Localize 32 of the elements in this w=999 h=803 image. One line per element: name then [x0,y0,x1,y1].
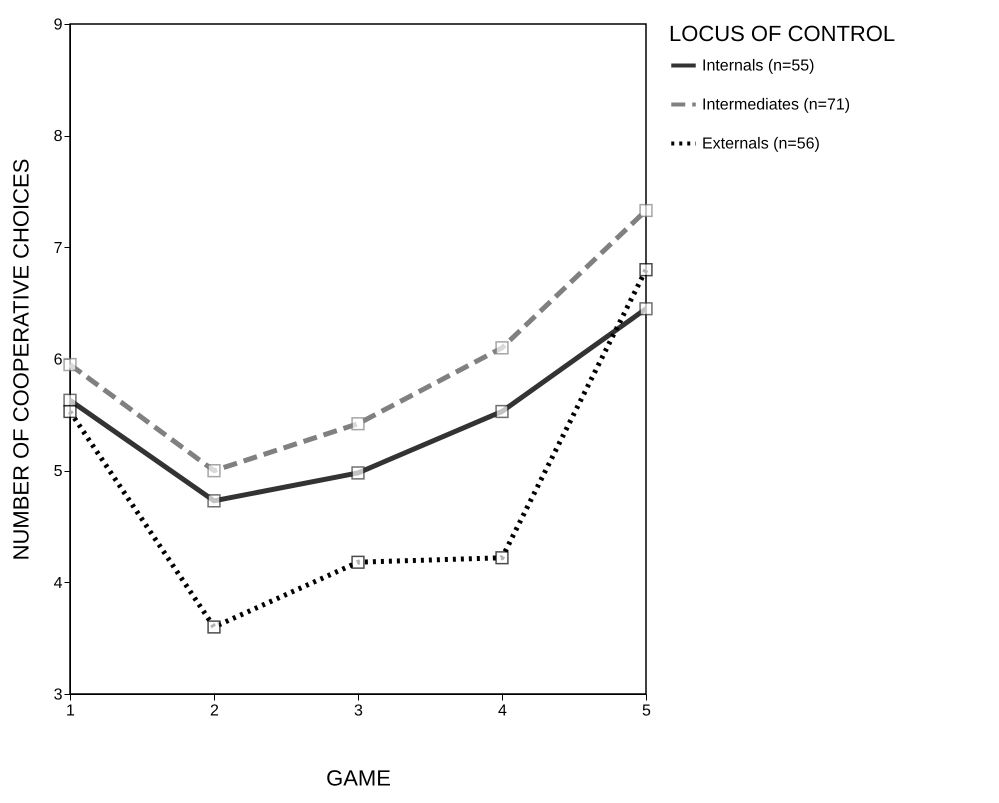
y-axis-title: NUMBER OF COOPERATIVE CHOICES [8,158,34,560]
x-tick-label: 1 [66,702,76,720]
point [207,494,221,508]
legend-label: Externals (n=56) [702,136,820,152]
point [207,464,221,478]
point [351,417,365,430]
x-tick-label: 5 [642,702,652,720]
y-tick-label: 3 [54,686,63,704]
point [495,404,509,418]
point [639,302,653,316]
x-tick-label: 2 [210,702,220,720]
point [351,556,365,569]
point [63,358,77,372]
y-tick-label: 6 [54,352,63,368]
y-tick-label: 8 [54,128,63,146]
legend-title: LOCUS OF CONTROL [669,21,896,46]
x-axis-title: GAME [326,766,391,790]
point [495,551,509,564]
point [639,263,653,276]
y-tick-label: 9 [54,16,63,34]
legend-label: Internals (n=55) [702,58,815,74]
point [351,466,365,480]
y-tick-label: 7 [54,240,63,257]
point [207,620,221,634]
x-tick-label: 4 [498,702,508,720]
point [495,341,509,354]
point [63,404,77,418]
legend-label: Intermediates (n=71) [702,96,850,114]
point [639,204,653,218]
y-tick-label: 5 [54,463,63,480]
y-tick-label: 4 [54,574,63,592]
x-tick-label: 3 [354,702,364,720]
